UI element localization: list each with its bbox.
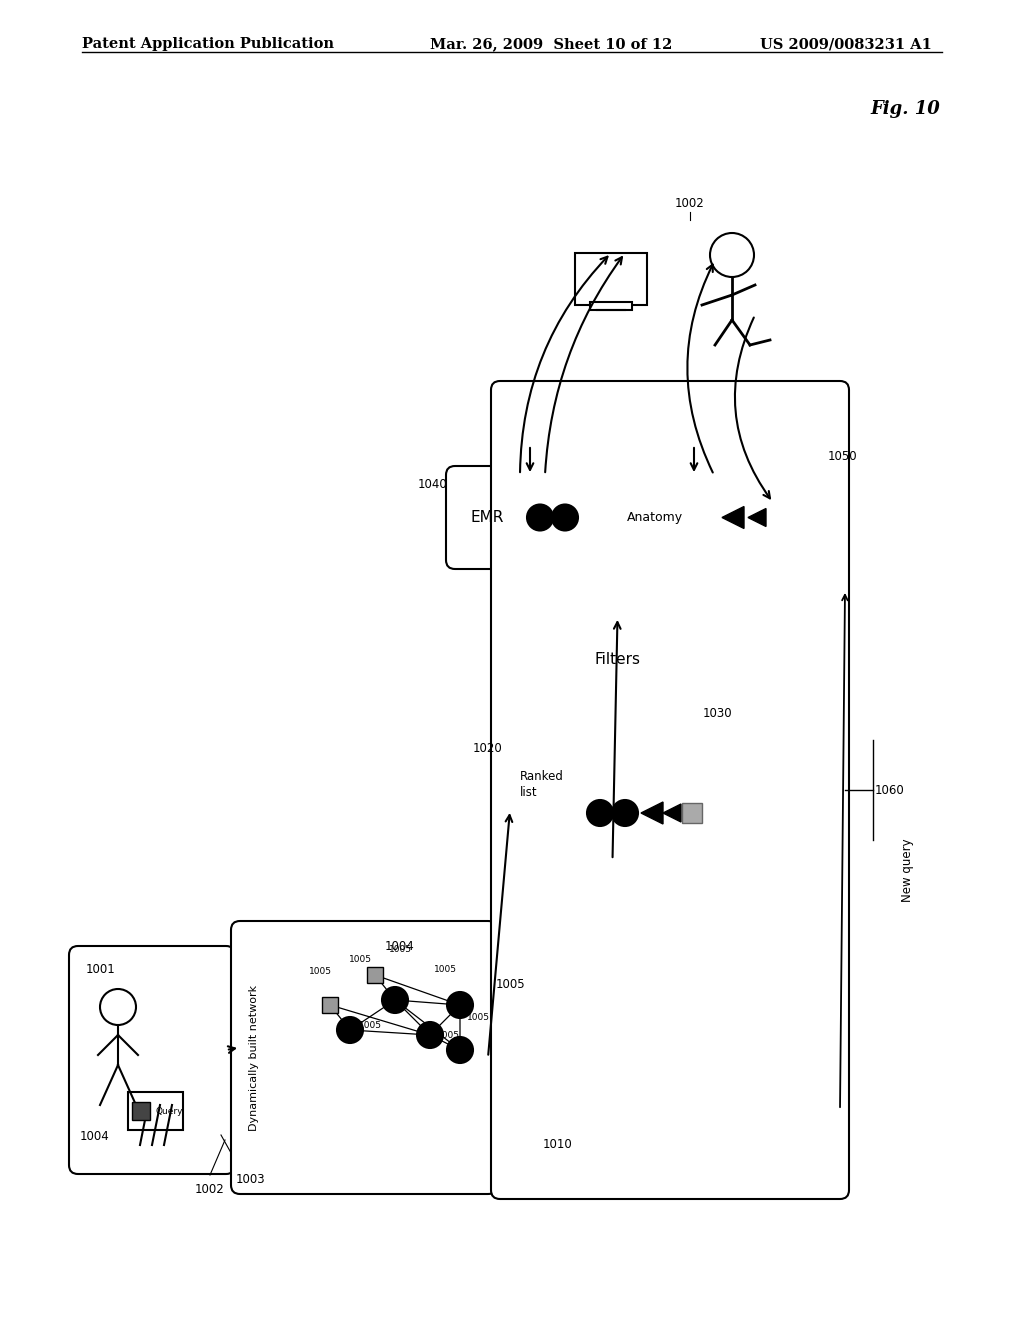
Text: 1005: 1005 — [358, 1020, 382, 1030]
Circle shape — [417, 1022, 443, 1048]
Bar — [682, 803, 702, 822]
Text: Filters: Filters — [595, 652, 640, 667]
FancyBboxPatch shape — [69, 946, 234, 1173]
Polygon shape — [748, 508, 766, 527]
Text: 1005: 1005 — [388, 945, 412, 954]
Bar — [575, 253, 647, 305]
FancyBboxPatch shape — [531, 609, 705, 711]
Bar — [128, 1092, 183, 1130]
Text: Mar. 26, 2009  Sheet 10 of 12: Mar. 26, 2009 Sheet 10 of 12 — [430, 37, 673, 51]
Text: US 2009/0083231 A1: US 2009/0083231 A1 — [760, 37, 932, 51]
FancyBboxPatch shape — [446, 466, 614, 569]
Text: New query: New query — [901, 838, 914, 902]
Text: EMR: EMR — [470, 510, 504, 525]
Circle shape — [382, 987, 408, 1012]
Bar — [322, 997, 338, 1012]
Text: 1020: 1020 — [472, 742, 502, 755]
FancyBboxPatch shape — [231, 921, 497, 1195]
Text: 1005: 1005 — [436, 1031, 460, 1040]
Circle shape — [447, 1038, 473, 1063]
Bar — [590, 302, 632, 310]
FancyBboxPatch shape — [606, 466, 782, 569]
Polygon shape — [641, 803, 663, 824]
FancyBboxPatch shape — [501, 751, 724, 869]
Text: 1003: 1003 — [236, 1173, 265, 1185]
Text: 1002: 1002 — [196, 1183, 225, 1196]
Text: 1005: 1005 — [467, 1014, 489, 1023]
Circle shape — [552, 504, 578, 531]
Circle shape — [527, 504, 553, 531]
Circle shape — [612, 800, 638, 826]
Text: 1002: 1002 — [675, 197, 705, 210]
Text: 1004: 1004 — [80, 1130, 110, 1143]
Text: 1010: 1010 — [543, 1138, 572, 1151]
Text: Dynamically built network: Dynamically built network — [249, 985, 259, 1130]
Text: Anatomy: Anatomy — [627, 511, 683, 524]
Text: 1005: 1005 — [348, 956, 372, 965]
Circle shape — [447, 993, 473, 1018]
Text: Ranked
list: Ranked list — [520, 770, 564, 799]
Text: 1005: 1005 — [496, 978, 525, 991]
Text: 1040: 1040 — [417, 479, 447, 491]
Text: 1005: 1005 — [433, 965, 457, 974]
Circle shape — [337, 1016, 362, 1043]
Polygon shape — [722, 507, 744, 528]
Text: Fig. 10: Fig. 10 — [870, 100, 940, 117]
Text: 1030: 1030 — [703, 708, 732, 719]
Text: 1004: 1004 — [385, 940, 415, 953]
Circle shape — [587, 800, 613, 826]
Text: Query: Query — [156, 1106, 183, 1115]
Text: 1050: 1050 — [828, 450, 858, 463]
Text: 1060: 1060 — [874, 784, 905, 796]
FancyBboxPatch shape — [490, 381, 849, 1199]
Text: 1005: 1005 — [308, 968, 332, 977]
Bar — [367, 968, 383, 983]
Polygon shape — [663, 804, 681, 822]
Text: Patent Application Publication: Patent Application Publication — [82, 37, 334, 51]
Circle shape — [710, 234, 754, 277]
Circle shape — [100, 989, 136, 1026]
Bar — [132, 1102, 150, 1119]
Text: 1001: 1001 — [86, 964, 116, 975]
